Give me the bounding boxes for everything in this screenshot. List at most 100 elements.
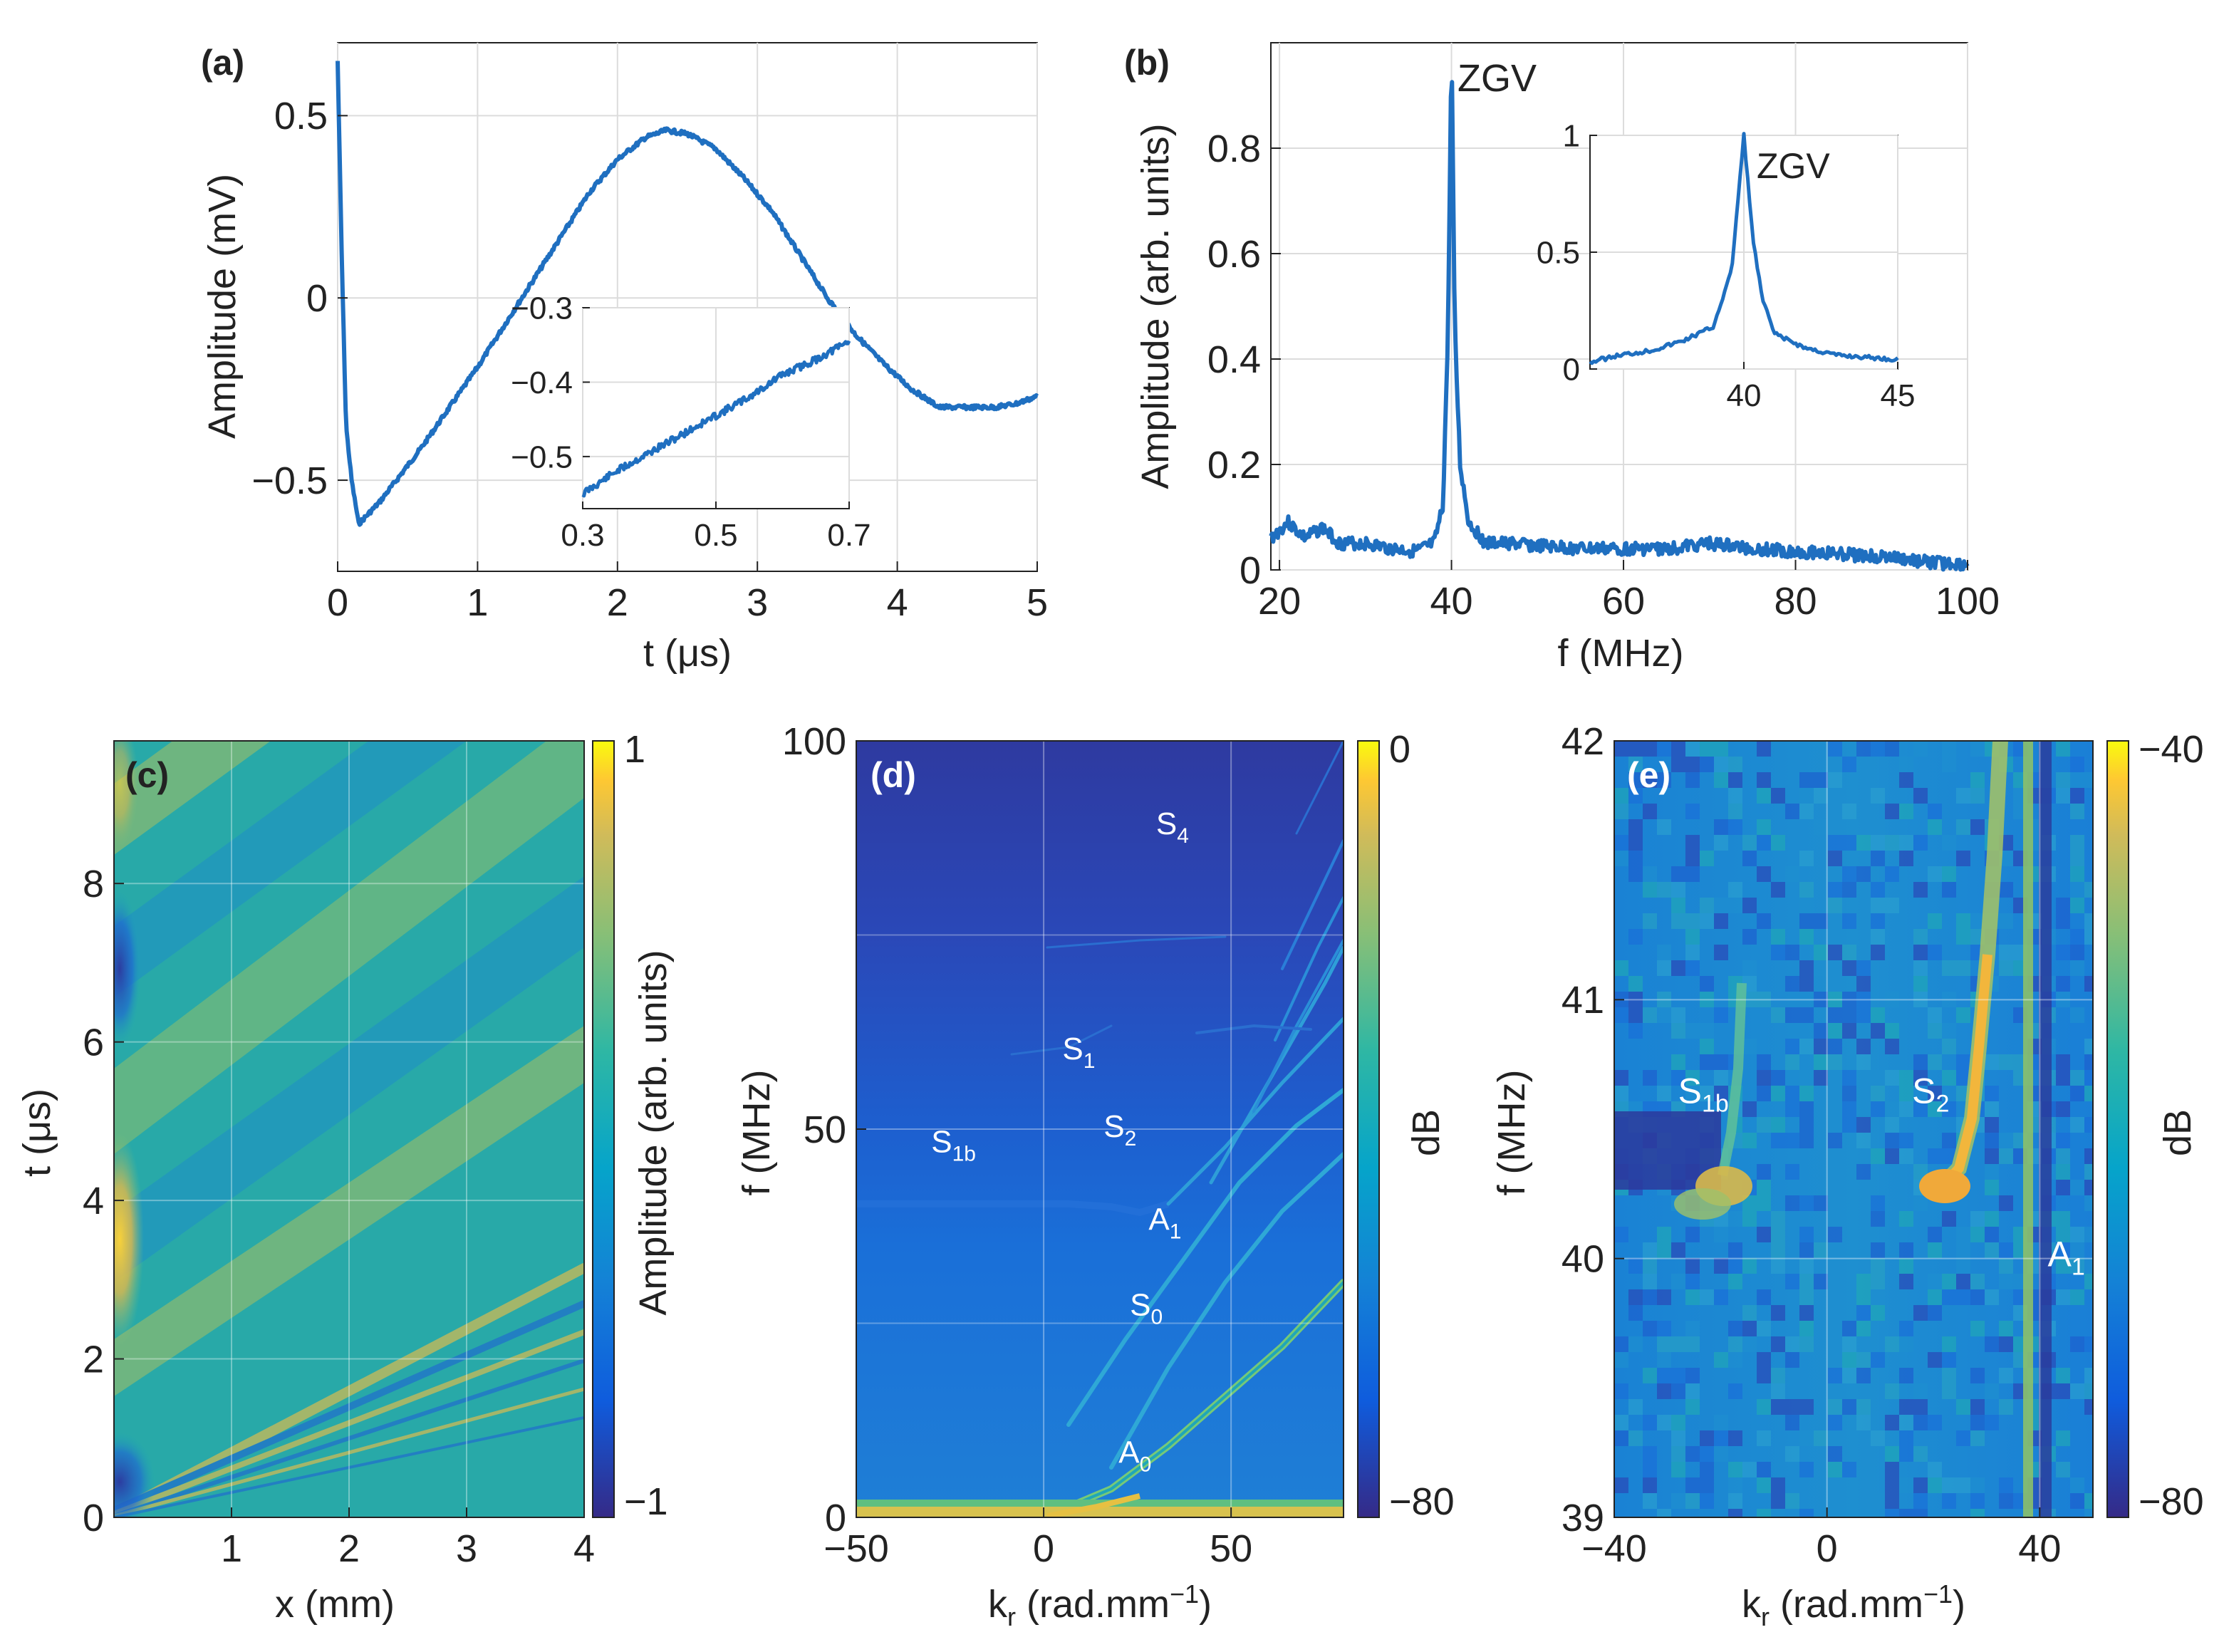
e-noise-pixel [1671,757,1685,772]
e-noise-pixel [1928,1023,1942,1039]
e-noise-pixel [1757,1117,1771,1133]
e-noise-pixel [1685,741,1700,757]
e-noise-pixel [2056,1462,2070,1477]
e-noise-pixel [1985,1101,1999,1117]
panel-a-x-ticks: 0 1 2 3 4 5 [327,561,1048,624]
e-mode-label: A1 [2048,1235,2085,1281]
e-noise-pixel [2084,1164,2093,1180]
e-ytick-label: 40 [1562,1238,1604,1281]
e-noise-pixel [1685,1446,1700,1462]
e-noise-pixel [1999,913,2013,929]
panel-a: 0 1 2 3 4 5 −0.5 0 0.5 (a) t (μs) Amplitude (mV… [201,42,1048,675]
e-noise-pixel [2070,804,2084,819]
e-noise-pixel [1671,741,1685,757]
e-noise-pixel [1757,1352,1771,1368]
e-noise-pixel [1856,992,1871,1007]
e-noise-pixel [1814,960,1828,976]
e-noise-pixel [2084,1399,2093,1415]
e-noise-pixel [1985,1242,1999,1258]
e-noise-pixel [1970,1493,1985,1509]
e-noise-pixel [1842,1117,1856,1133]
e-noise-pixel [1657,960,1671,976]
e-noise-pixel [1799,1133,1814,1148]
e-noise-pixel [1614,1086,1628,1101]
e-noise-pixel [2070,929,2084,945]
e-noise-pixel [1643,772,1657,788]
e-noise-pixel [1799,1039,1814,1054]
e-noise-pixel [1785,866,1799,882]
e-noise-pixel [1685,929,1700,945]
e-noise-pixel [1643,1415,1657,1430]
e-noise-pixel [1771,1070,1785,1086]
e-noise-pixel [1700,1446,1714,1462]
e-noise-pixel [1985,1211,1999,1227]
e-noise-pixel [1842,929,1856,945]
e-noise-pixel [1728,772,1742,788]
panel-b-inset-series-line [1589,132,1899,365]
e-ytick-label: 42 [1562,720,1604,763]
e-noise-pixel [1643,1289,1657,1305]
e-noise-pixel [1614,788,1628,804]
e-noise-pixel [1700,741,1714,757]
e-noise-pixel [2056,992,2070,1007]
e-noise-pixel [1871,851,1885,866]
panel-b: 20 40 60 80 100 0 0.2 0.4 0.6 0.8 (b) ZGV f (MHz… [1124,42,2000,675]
e-noise-pixel [1913,1195,1928,1211]
e-noise-pixel [2070,960,2084,976]
e-noise-pixel [2084,1117,2093,1133]
e-noise-pixel [1942,1148,1956,1164]
e-noise-pixel [2070,1007,2084,1023]
e-noise-pixel [1643,804,1657,819]
e-noise-pixel [1728,1352,1742,1368]
e-noise-pixel [1657,819,1671,835]
e-noise-pixel [1799,1242,1814,1258]
e-noise-pixel [1842,1086,1856,1101]
e-noise-pixel [1913,741,1928,757]
e-noise-pixel [1928,1242,1942,1258]
e-noise-pixel [1771,1368,1785,1383]
e-noise-pixel [1985,1054,1999,1070]
e-noise-pixel [1671,1368,1685,1383]
panel-d-x-axis-label-k: k [988,1583,1008,1626]
e-noise-pixel [1799,1509,1814,1517]
e-noise-pixel [1757,1180,1771,1195]
e-noise-pixel [1614,1227,1628,1242]
e-noise-pixel [1913,1415,1928,1430]
e-noise-pixel [1728,1477,1742,1493]
e-noise-pixel [1928,1007,1942,1023]
e-noise-pixel [1999,1477,2013,1493]
e-noise-pixel [1885,1148,1899,1164]
e-noise-pixel [1714,1289,1728,1305]
e-noise-pixel [1757,1289,1771,1305]
e-noise-pixel [1814,992,1828,1007]
e-noise-pixel [1885,1023,1899,1039]
e-noise-pixel [1985,1336,1999,1352]
e-noise-pixel [1856,1039,1871,1054]
e-noise-pixel [1999,1321,2013,1336]
e-noise-pixel [1913,960,1928,976]
ai-xtick-label: 0.3 [561,518,604,553]
e-noise-pixel [1671,1023,1685,1039]
e-noise-pixel [1643,1493,1657,1509]
e-noise-pixel [1714,1086,1728,1101]
e-noise-pixel [2070,1117,2084,1133]
e-noise-pixel [2084,1180,2093,1195]
e-noise-pixel [1999,960,2013,976]
ai-ytick-label: −0.3 [511,291,573,326]
e-noise-pixel [1614,1070,1628,1086]
e-noise-pixel [1856,1180,1871,1195]
d-mode-label: S4 [1156,806,1189,848]
e-noise-pixel [1899,1477,1913,1493]
e-noise-pixel [1742,851,1757,866]
e-noise-pixel [1685,1399,1700,1415]
e-noise-pixel [1842,1101,1856,1117]
e-noise-pixel [1942,1383,1956,1399]
e-cbticks-label: −40 [2139,728,2204,771]
e-noise-pixel [1814,945,1828,960]
e-noise-pixel [1828,1133,1842,1148]
e-noise-pixel [2084,1054,2093,1070]
e-noise-pixel [1799,1274,1814,1289]
e-noise-pixel [1785,804,1799,819]
e-noise-pixel [1956,1007,1970,1023]
